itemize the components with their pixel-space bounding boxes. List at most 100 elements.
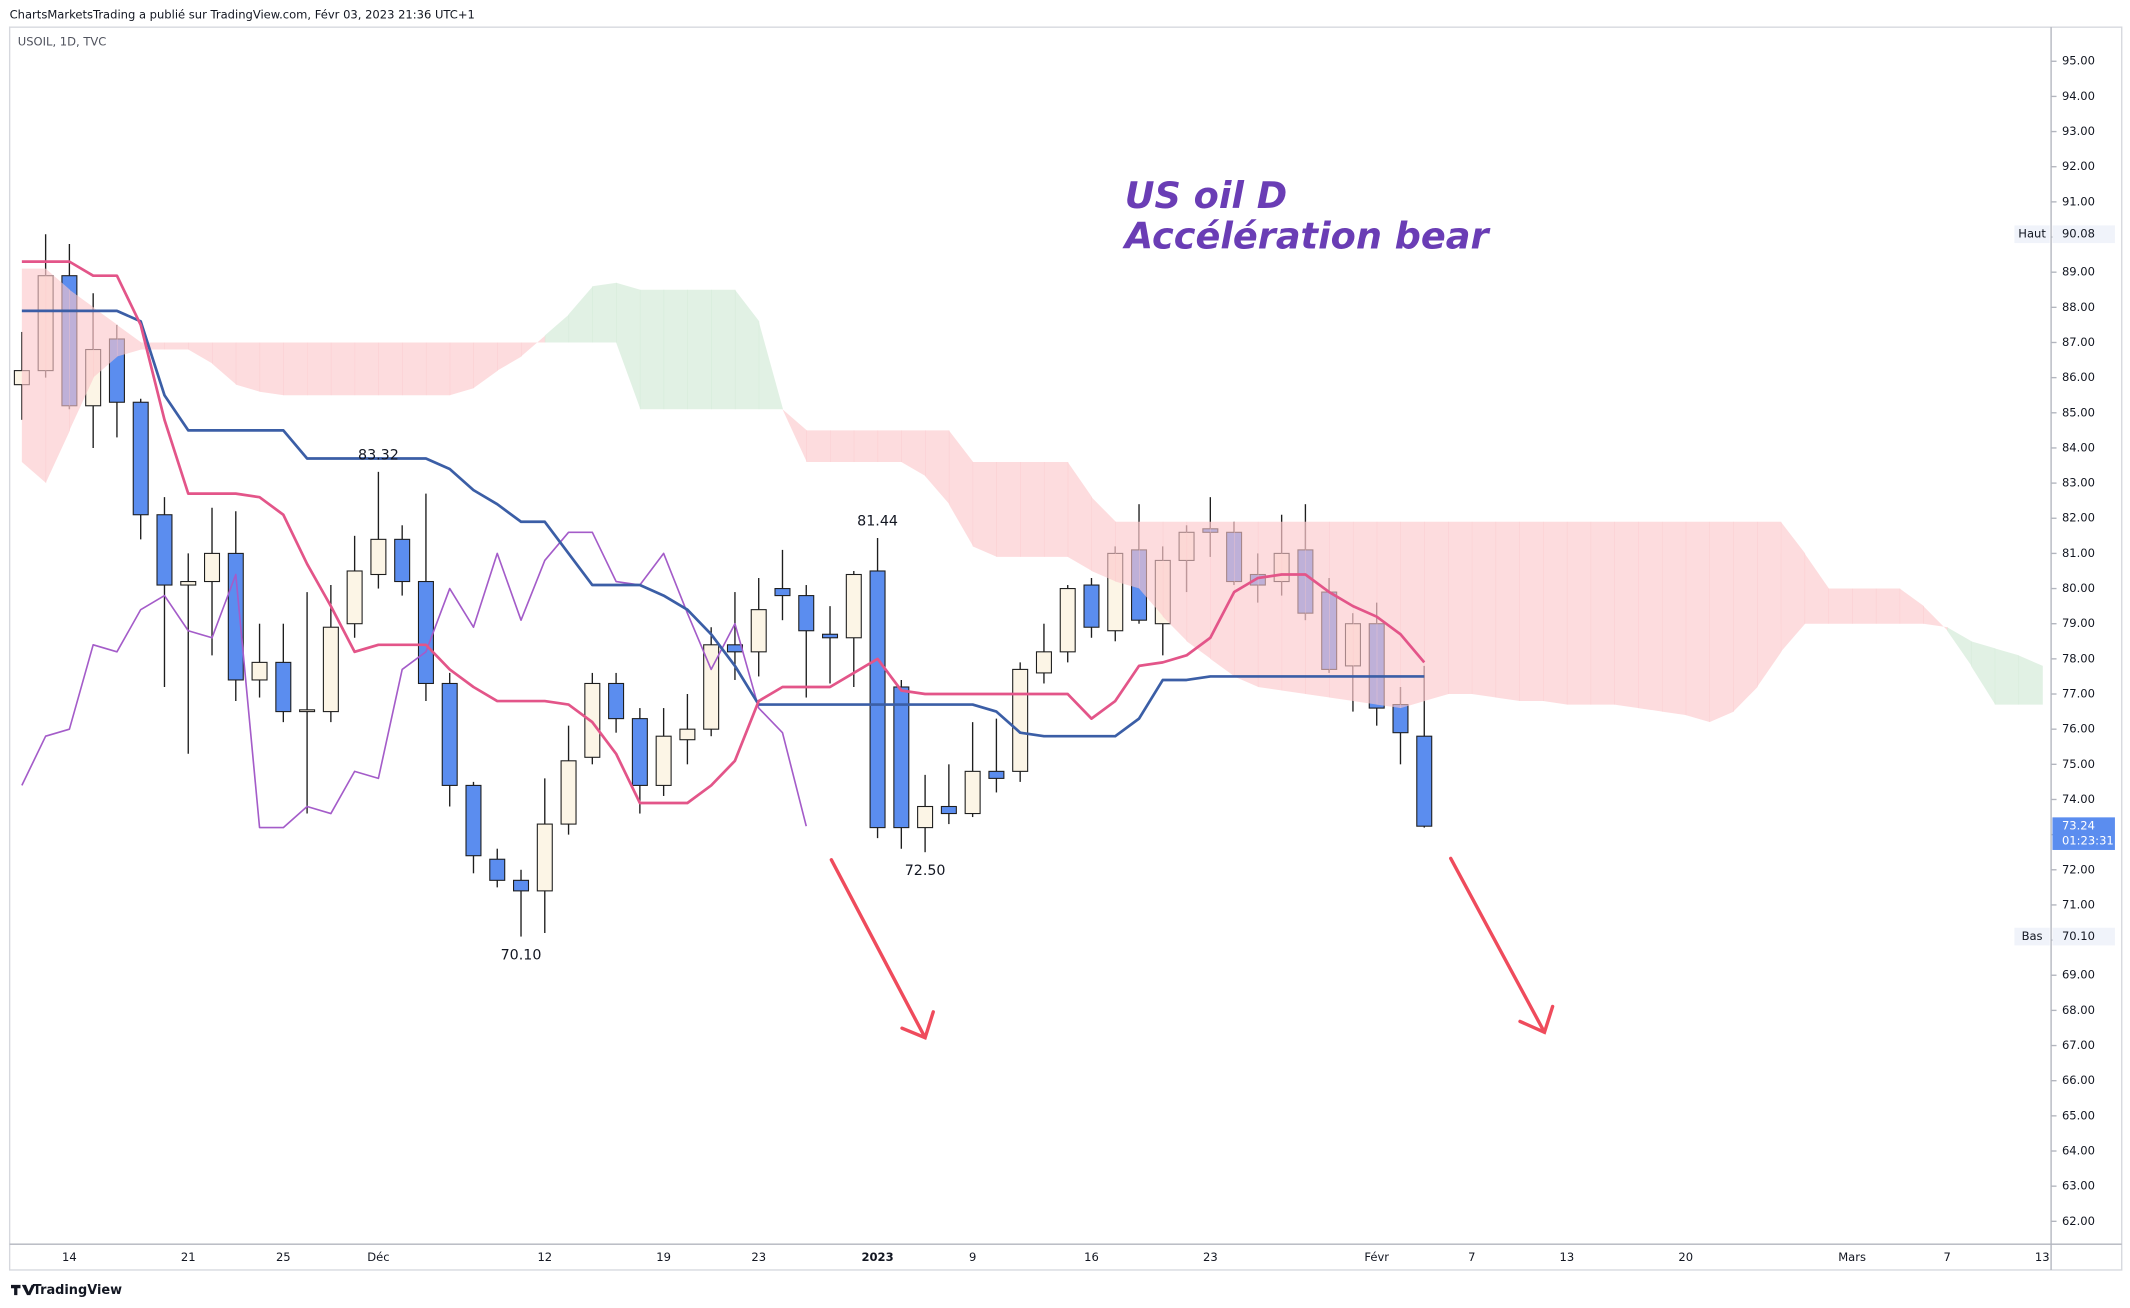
- x-tick-label: Mars: [1838, 1250, 1866, 1264]
- y-tick-label: 78.00: [2062, 651, 2095, 665]
- cloud-segment: [1234, 521, 1259, 687]
- cloud-segment: [188, 342, 213, 364]
- candle-body: [489, 858, 506, 881]
- cloud-segment: [1376, 521, 1402, 709]
- y-tick-label: 66.00: [2062, 1073, 2095, 1087]
- cloud-segment: [544, 314, 570, 343]
- cloud-segment: [69, 289, 94, 431]
- cloud-segment: [592, 282, 617, 343]
- last-price: 73.24: [2062, 819, 2095, 833]
- cloud-segment: [1257, 521, 1283, 691]
- candle-body: [441, 682, 458, 786]
- cloud-segment: [1067, 462, 1093, 571]
- candle-body: [750, 609, 767, 653]
- cloud-segment: [1828, 588, 1853, 624]
- candle-body: [204, 552, 221, 583]
- cloud-segment: [1210, 521, 1235, 677]
- cloud-segment: [901, 430, 926, 477]
- candle-body: [988, 770, 1005, 779]
- cloud-segment: [1804, 553, 1829, 624]
- cloud-segment: [1566, 521, 1592, 705]
- y-tick-label: 91.00: [2062, 194, 2095, 208]
- cloud-segment: [1923, 606, 1948, 631]
- indicator-line: [21, 260, 1426, 805]
- cloud-segment: [164, 342, 189, 350]
- x-tick-label: 7: [1468, 1250, 1475, 1264]
- x-tick-label: 23: [1203, 1250, 1218, 1264]
- candle-body: [774, 588, 791, 597]
- x-tick-label: 20: [1678, 1250, 1693, 1264]
- x-tick-label: 7: [1944, 1250, 1951, 1264]
- cloud-segment: [330, 342, 356, 396]
- cloud-segment: [1020, 462, 1045, 557]
- indicator-line: [21, 531, 808, 829]
- y-tick-label: 85.00: [2062, 405, 2095, 419]
- cloud-segment: [1994, 648, 2020, 705]
- y-tick-label: 86.00: [2062, 370, 2095, 384]
- cloud-segment: [782, 409, 807, 463]
- y-tick-label: 94.00: [2062, 89, 2095, 103]
- cloud-segment: [1899, 588, 1924, 624]
- candle-body: [608, 682, 625, 720]
- cloud-segment: [1780, 521, 1806, 652]
- cloud-segment: [2018, 655, 2043, 705]
- cloud-segment: [259, 342, 284, 396]
- cloud-segment: [1162, 521, 1188, 642]
- y-tick-label: 84.00: [2062, 440, 2095, 454]
- countdown: 01:23:31: [2062, 834, 2114, 848]
- cloud-segment: [1543, 521, 1568, 705]
- cloud-segment: [1495, 521, 1520, 702]
- badge-name-box: [2014, 927, 2050, 946]
- cloud-segment: [45, 268, 70, 484]
- y-tick-label: 76.00: [2062, 722, 2095, 736]
- cloud-segment: [1685, 521, 1711, 723]
- candle-body: [346, 570, 363, 625]
- cloud-segment: [616, 282, 641, 410]
- y-tick-label: 93.00: [2062, 124, 2095, 138]
- cloud-segment: [1352, 521, 1378, 705]
- candle-body: [560, 760, 577, 825]
- x-tick-label: Déc: [367, 1250, 389, 1264]
- cloud-segment: [1970, 641, 1996, 705]
- y-tick-label: 69.00: [2062, 968, 2095, 982]
- candle-body: [822, 633, 839, 639]
- y-tick-label: 68.00: [2062, 1003, 2095, 1017]
- extreme-label: 81.44: [857, 514, 898, 530]
- cloud-segment: [663, 289, 688, 410]
- badge-name: Bas: [2022, 929, 2043, 943]
- arrows: [829, 856, 1555, 1040]
- x-tick-label: 16: [1084, 1250, 1099, 1264]
- cloud-segment: [1875, 588, 1901, 624]
- cloud-segment: [307, 342, 332, 396]
- candle-body: [798, 595, 815, 632]
- y-tick-label: 63.00: [2062, 1179, 2095, 1193]
- candle-body: [513, 879, 530, 892]
- y-tick-label: 72.00: [2062, 862, 2095, 876]
- cloud-segment: [1305, 521, 1330, 698]
- plot-area: 83.32 81.44 72.50 70.10: [13, 234, 2043, 964]
- x-tick-label: Févr: [1364, 1250, 1389, 1264]
- candle-body: [655, 735, 672, 786]
- extreme-label: 72.50: [905, 863, 946, 879]
- cloud-segment: [1519, 521, 1544, 702]
- cloud-segment: [734, 289, 760, 410]
- y-tick-label: 81.00: [2062, 546, 2095, 560]
- cloud-segment: [830, 430, 855, 463]
- cloud-segment: [1139, 521, 1164, 617]
- y-tick-label: 92.00: [2062, 159, 2095, 173]
- cloud-segment: [758, 321, 784, 410]
- cloud-segment: [1186, 521, 1211, 659]
- cloud-segment: [93, 307, 118, 378]
- cloud-segment: [1709, 521, 1734, 723]
- candle-body: [322, 626, 339, 713]
- cloud-segment: [877, 430, 902, 463]
- logo-mark: [10, 1284, 36, 1296]
- cloud-segment: [1115, 521, 1140, 589]
- y-tick-label: 80.00: [2062, 581, 2095, 595]
- candle-body: [465, 784, 482, 857]
- cloud-segment: [853, 430, 879, 463]
- candle-body: [132, 401, 149, 516]
- candle-body: [964, 770, 981, 815]
